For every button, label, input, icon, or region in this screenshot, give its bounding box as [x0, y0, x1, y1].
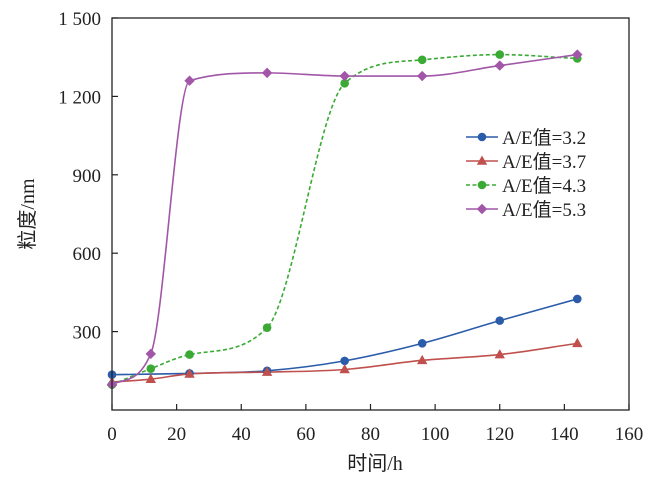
legend-marker-2 [476, 155, 488, 165]
legend-label-4: A/E值=5.3 [502, 199, 586, 221]
x-tick-label-3: 40 [232, 424, 251, 445]
series-2-point-8 [572, 337, 583, 348]
x-tick-label-5: 80 [361, 424, 380, 445]
x-tick-label-9: 160 [615, 424, 644, 445]
series-1-point-4 [340, 356, 349, 366]
series-3-point-7 [495, 50, 505, 59]
legend-label-1: A/E值=3.2 [502, 127, 586, 149]
series-3-point-4 [262, 323, 272, 332]
x-tick-label-4: 60 [296, 424, 315, 445]
series-2-point-7 [494, 349, 505, 359]
legend-label-2: A/E值=3.7 [502, 151, 586, 173]
series-4-point-7 [494, 60, 505, 71]
series-4-point-2 [145, 348, 156, 360]
y-axis-ticks: 300 600 900 1 200 1 500 [58, 9, 118, 344]
series-2-point-5 [339, 363, 350, 374]
series-3-point-6 [417, 55, 427, 65]
y-axis-label: 粒度/nm [16, 178, 39, 250]
series-2-point-6 [417, 354, 428, 365]
series-1-point-5 [417, 339, 427, 348]
x-axis-label: 时间/h [347, 452, 403, 475]
series-2-point-4 [261, 366, 273, 376]
y-tick-label-1: 300 [73, 323, 102, 344]
series-1-point-7 [573, 294, 582, 304]
y-tick-label-2: 600 [73, 244, 102, 265]
x-tick-label-8: 140 [550, 424, 579, 445]
series-2-point-3 [184, 368, 195, 378]
series-4-point-4 [261, 67, 273, 79]
legend-marker-3 [477, 180, 487, 190]
series-4-point-8 [572, 49, 583, 60]
series-2-point-2 [145, 373, 156, 383]
series-2-line [111, 342, 578, 383]
series-4-point-5 [339, 70, 350, 82]
series-4-point-6 [417, 70, 428, 82]
legend: A/E值=3.2A/E值=3.7A/E值=4.3A/E值=5.3 [466, 127, 586, 221]
legend-marker-1 [477, 132, 487, 142]
series-3-point-5 [340, 79, 349, 88]
y-tick-label-5: 1 500 [58, 9, 101, 30]
series-3-point-2 [146, 364, 156, 374]
legend-label-3: A/E值=4.3 [502, 175, 586, 197]
y-tick-label-3: 900 [73, 166, 102, 187]
x-tick-label-1: 0 [107, 424, 117, 445]
series-3-point-3 [185, 350, 194, 359]
series-markers [106, 49, 583, 390]
x-tick-label-6: 100 [421, 424, 450, 445]
x-tick-label-2: 20 [167, 424, 186, 445]
legend-marker-4 [476, 203, 488, 215]
series-1-point-6 [495, 316, 505, 325]
x-axis-ticks: 0 20 40 60 80 100 120 140 160 [107, 404, 643, 445]
series-3-line [111, 53, 578, 386]
series-4-line [111, 53, 578, 386]
x-tick-label-7: 120 [486, 424, 515, 445]
y-tick-label-4: 1 200 [58, 87, 101, 108]
series-4-point-3 [184, 75, 195, 86]
